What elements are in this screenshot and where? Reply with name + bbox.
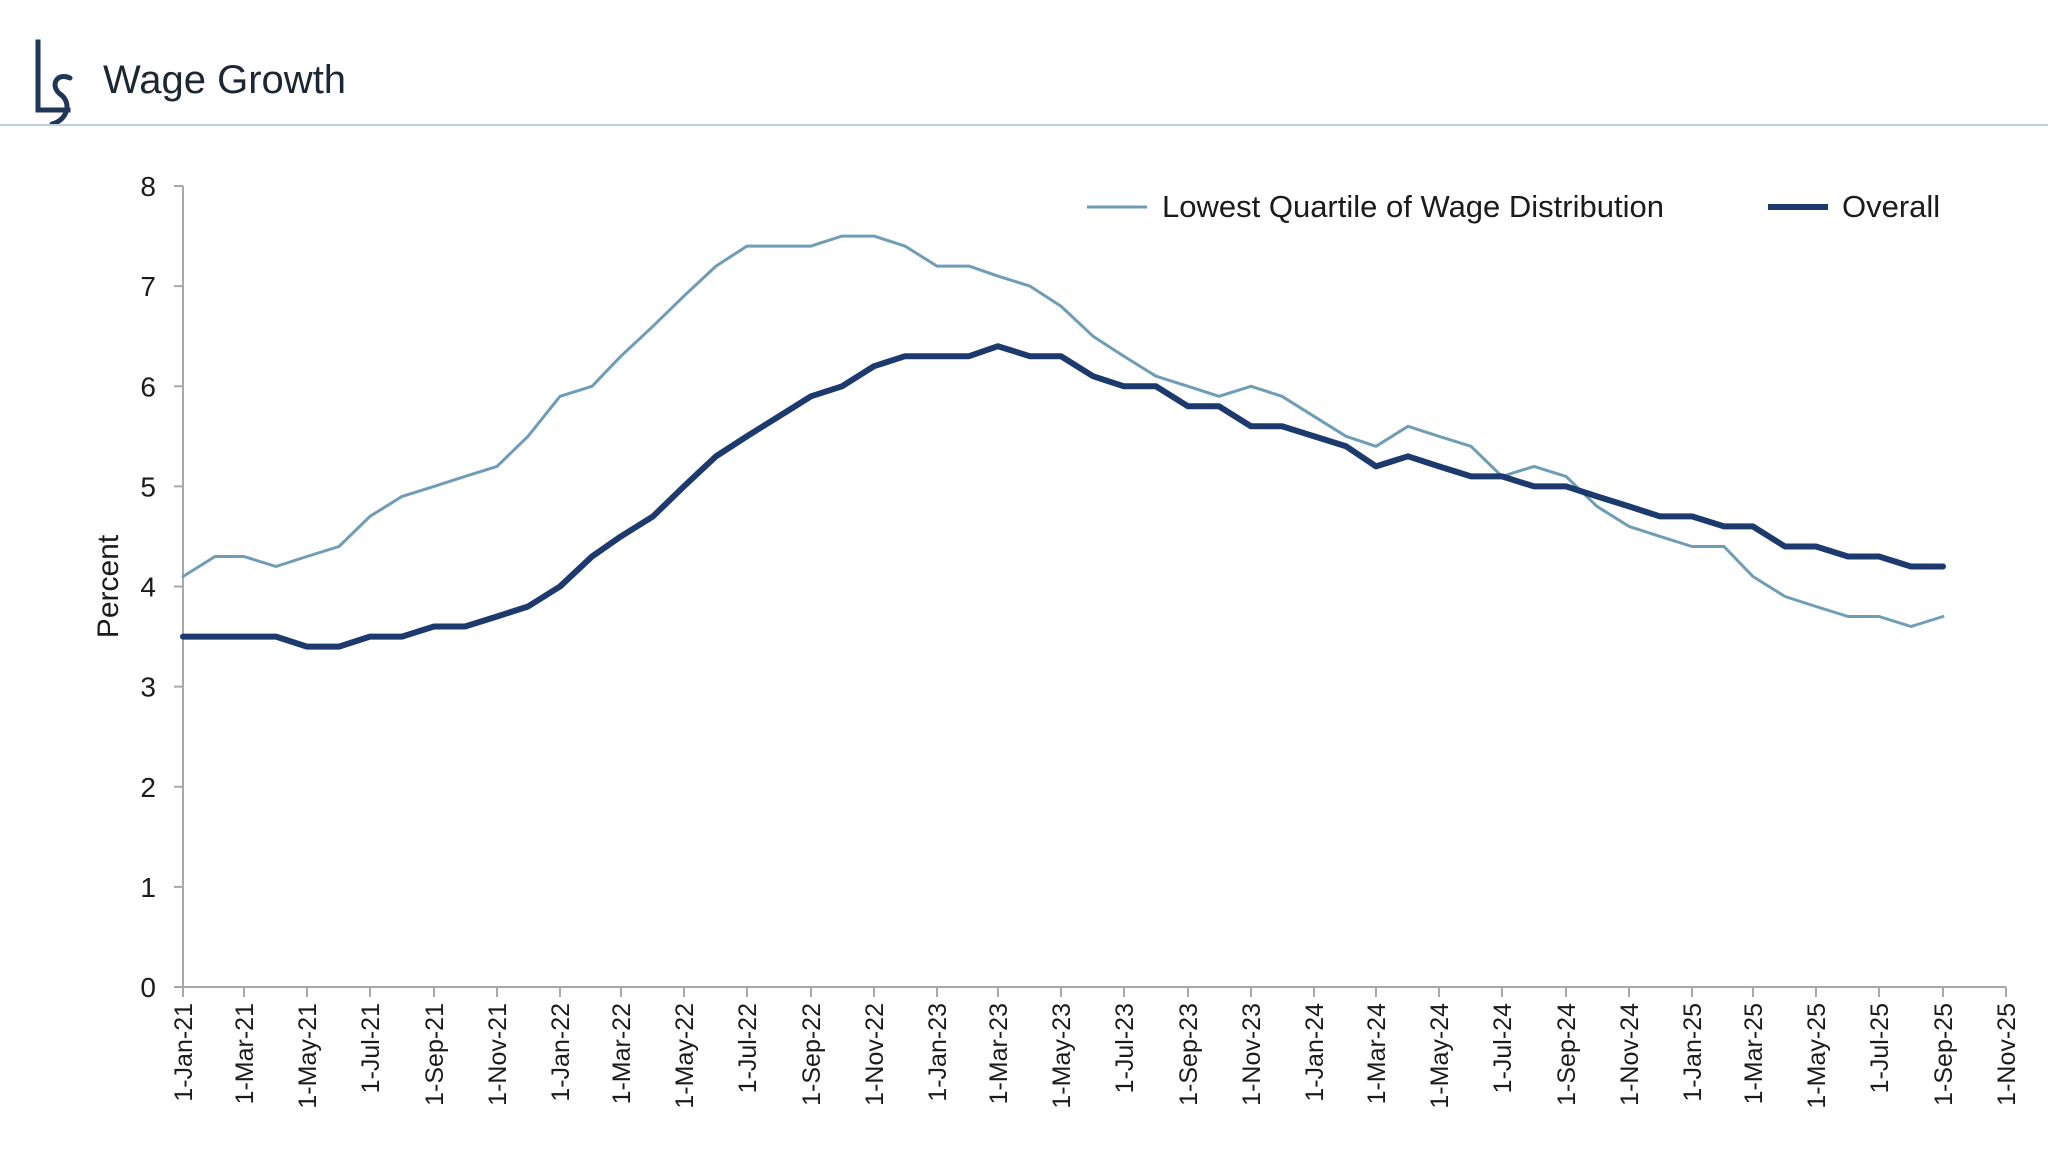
ls-logo-icon [35, 39, 73, 126]
x-tick-label: 1-Jul-24 [1489, 1003, 1517, 1093]
x-tick-label: 1-Jul-22 [734, 1003, 762, 1093]
y-axis-label: Percent [92, 534, 125, 638]
series-line-lowest-quartile [181, 234, 1945, 628]
legend-label-overall: Overall [1842, 189, 1940, 224]
y-tick-label: 7 [140, 271, 156, 302]
y-tick-label: 2 [140, 772, 156, 803]
x-tick-label: 1-Nov-25 [1993, 1003, 2021, 1106]
x-tick-label: 1-Mar-22 [608, 1003, 636, 1104]
x-tick-label: 1-Jan-22 [547, 1003, 575, 1102]
x-tick-label: 1-Sep-21 [421, 1003, 449, 1106]
x-tick-label: 1-May-22 [671, 1003, 699, 1109]
x-tick-label: 1-Jan-21 [170, 1003, 198, 1102]
x-tick-label: 1-May-25 [1803, 1003, 1831, 1109]
x-tick-label: 1-Mar-25 [1740, 1003, 1768, 1104]
x-tick-label: 1-Nov-23 [1238, 1003, 1266, 1106]
chart-axes [182, 186, 2006, 988]
x-tick-label: 1-Nov-22 [861, 1003, 889, 1106]
x-tick-label: 1-Jan-24 [1301, 1003, 1329, 1102]
x-tick-label: 1-Nov-24 [1616, 1003, 1644, 1106]
y-tick-label: 6 [140, 371, 156, 402]
x-tick-label: 1-Sep-24 [1553, 1003, 1581, 1106]
chart-header: Wage Growth [0, 0, 2048, 126]
x-tick-label: 1-Sep-25 [1930, 1003, 1958, 1106]
x-tick-label: 1-Jul-23 [1111, 1003, 1139, 1093]
page-title: Wage Growth [103, 58, 347, 102]
series-lines [180, 234, 1946, 650]
y-axis-ticks: 0 1 2 3 4 5 6 7 8 [140, 171, 183, 1003]
chart-legend: Lowest Quartile of Wage Distribution Ove… [1087, 189, 1940, 224]
x-tick-label: 1-Sep-23 [1175, 1003, 1203, 1106]
y-tick-label: 5 [140, 471, 156, 502]
y-tick-label: 4 [140, 572, 156, 603]
x-tick-label: 1-Jan-23 [924, 1003, 952, 1102]
y-tick-label: 1 [140, 872, 156, 903]
y-tick-label: 8 [140, 171, 156, 202]
x-tick-label: 1-Mar-21 [231, 1003, 259, 1104]
x-tick-label: 1-May-23 [1048, 1003, 1076, 1109]
x-tick-label: 1-May-21 [294, 1003, 322, 1109]
series-line-overall [180, 343, 1946, 650]
x-tick-label: 1-Nov-21 [484, 1003, 512, 1106]
x-axis-ticks: 1-Jan-21 1-Mar-21 1-May-21 1-Jul-21 1-Sep-21… [170, 987, 2021, 1109]
x-tick-label: 1-Sep-22 [798, 1003, 826, 1106]
header-divider [0, 124, 2048, 126]
x-tick-label: 1-Jul-21 [357, 1003, 385, 1093]
y-tick-label: 0 [140, 972, 156, 1003]
y-tick-label: 3 [140, 672, 156, 703]
legend-label-lowest-quartile: Lowest Quartile of Wage Distribution [1162, 189, 1664, 224]
x-tick-label: 1-May-24 [1426, 1003, 1454, 1109]
x-tick-label: 1-Jan-25 [1679, 1003, 1707, 1102]
x-tick-label: 1-Jul-25 [1866, 1003, 1894, 1093]
x-tick-label: 1-Mar-23 [985, 1003, 1013, 1104]
x-tick-label: 1-Mar-24 [1363, 1003, 1391, 1105]
